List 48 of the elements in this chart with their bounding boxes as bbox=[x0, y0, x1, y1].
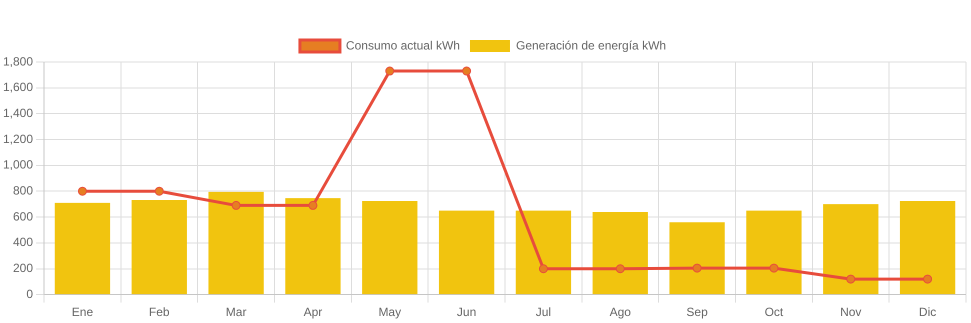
point bbox=[923, 274, 932, 284]
x-tick-label: Mar bbox=[226, 305, 246, 320]
point bbox=[385, 66, 394, 76]
y-tick-label: 0 bbox=[26, 286, 34, 301]
x-tick-label: Sep bbox=[686, 305, 708, 320]
bar bbox=[823, 204, 878, 294]
x-tick-label: May bbox=[378, 305, 402, 320]
x-tick-label: Apr bbox=[304, 305, 322, 320]
bar bbox=[900, 201, 956, 294]
y-tick-label: 1,200 bbox=[3, 132, 34, 146]
y-tick-label: 1,400 bbox=[3, 106, 34, 120]
point bbox=[154, 186, 164, 196]
x-tick-label: Oct bbox=[764, 305, 784, 320]
y-tick-label: 800 bbox=[13, 184, 34, 198]
y-tick-label: 1,000 bbox=[3, 158, 34, 172]
y-tick-label: 200 bbox=[13, 261, 34, 276]
point bbox=[308, 200, 318, 210]
bar bbox=[362, 201, 418, 294]
point bbox=[846, 274, 856, 284]
bar bbox=[669, 222, 725, 294]
y-tick-label: 400 bbox=[13, 235, 34, 250]
y-tick-label: 1,600 bbox=[3, 80, 34, 94]
bar bbox=[516, 210, 572, 294]
point bbox=[616, 264, 625, 274]
point bbox=[769, 264, 778, 273]
bar bbox=[285, 198, 341, 294]
legend-label: Generación de energía kWh bbox=[516, 38, 666, 52]
x-tick-label: Jul bbox=[536, 305, 552, 320]
point bbox=[232, 200, 241, 210]
x-tick-label: Feb bbox=[148, 305, 170, 320]
x-tick-label: Ago bbox=[610, 305, 632, 320]
x-tick-label: Nov bbox=[840, 305, 862, 320]
point bbox=[78, 186, 87, 196]
legend-label: Consumo actual kWh bbox=[346, 38, 460, 52]
point bbox=[538, 264, 548, 274]
x-tick-label: Jun bbox=[456, 305, 476, 320]
bar bbox=[54, 202, 110, 294]
bar bbox=[208, 192, 264, 294]
point bbox=[462, 66, 472, 76]
bar bbox=[592, 212, 648, 294]
bar bbox=[746, 210, 802, 294]
y-tick-label: 600 bbox=[13, 209, 34, 224]
bar bbox=[132, 200, 187, 294]
x-tick-label: Ene bbox=[72, 305, 94, 320]
point bbox=[692, 264, 702, 273]
y-tick-label: 1,800 bbox=[3, 54, 34, 68]
bar bbox=[438, 210, 494, 294]
x-tick-label: Dic bbox=[918, 305, 936, 320]
